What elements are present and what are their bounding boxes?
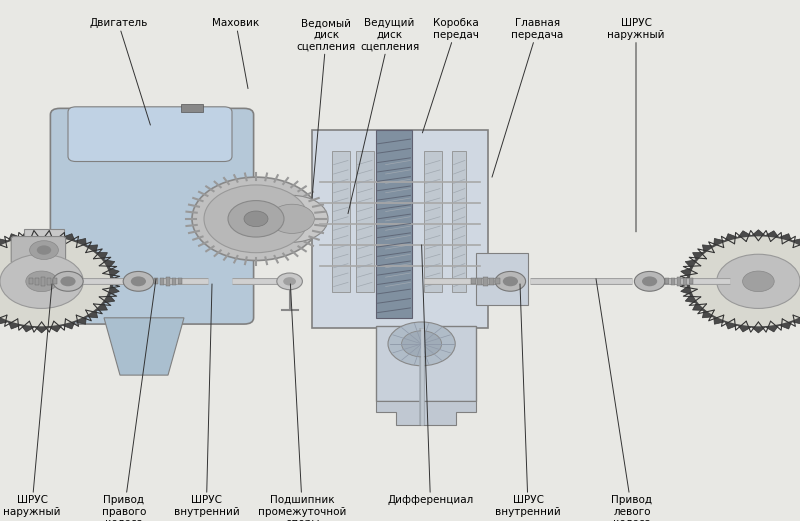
- Polygon shape: [104, 318, 184, 375]
- FancyBboxPatch shape: [68, 107, 232, 162]
- Circle shape: [26, 271, 58, 292]
- FancyBboxPatch shape: [50, 108, 254, 324]
- Bar: [24, 229, 64, 271]
- Text: Ведущий
диск
сцепления: Ведущий диск сцепления: [348, 18, 419, 214]
- Text: Главная
передача: Главная передача: [492, 18, 564, 177]
- Circle shape: [642, 276, 658, 287]
- Text: ШРУС
наружный: ШРУС наружный: [3, 284, 61, 516]
- Circle shape: [192, 177, 320, 260]
- Bar: [489, 278, 494, 285]
- Bar: [671, 278, 675, 285]
- Circle shape: [690, 237, 800, 326]
- Bar: [53, 278, 57, 284]
- Circle shape: [717, 254, 800, 308]
- Circle shape: [0, 237, 110, 326]
- Text: Коробка
передач: Коробка передач: [422, 18, 479, 133]
- Bar: [332, 151, 350, 292]
- Circle shape: [37, 245, 51, 255]
- Text: ШРУС
внутренний: ШРУС внутренний: [174, 284, 239, 516]
- Bar: [181, 104, 203, 112]
- Polygon shape: [679, 230, 800, 333]
- Polygon shape: [0, 230, 121, 333]
- Circle shape: [256, 195, 328, 242]
- Bar: [665, 278, 669, 284]
- Text: Ведомый
диск
сцепления: Ведомый диск сцепления: [297, 18, 356, 198]
- Circle shape: [283, 277, 296, 286]
- Bar: [677, 277, 681, 286]
- Bar: [376, 130, 412, 318]
- Text: Двигатель: Двигатель: [90, 18, 150, 125]
- Text: Привод
левого
колеса: Привод левого колеса: [596, 279, 653, 521]
- FancyBboxPatch shape: [11, 237, 66, 264]
- Text: Привод
правого
колеса: Привод правого колеса: [102, 279, 156, 521]
- Circle shape: [244, 211, 268, 227]
- Circle shape: [402, 331, 442, 357]
- Circle shape: [742, 271, 774, 292]
- Bar: [171, 278, 176, 285]
- Circle shape: [388, 322, 455, 366]
- Circle shape: [130, 276, 146, 287]
- Bar: [35, 278, 39, 285]
- Text: Дифференциал: Дифференциал: [387, 245, 474, 505]
- Bar: [178, 278, 182, 284]
- Circle shape: [228, 201, 284, 237]
- Bar: [356, 151, 374, 292]
- Bar: [29, 278, 33, 284]
- Bar: [471, 278, 475, 284]
- FancyBboxPatch shape: [476, 253, 528, 305]
- Bar: [477, 278, 482, 285]
- Bar: [452, 151, 466, 292]
- Bar: [689, 278, 693, 284]
- Circle shape: [53, 271, 83, 291]
- Polygon shape: [376, 401, 476, 425]
- Bar: [160, 278, 164, 285]
- Bar: [312, 130, 488, 328]
- Circle shape: [30, 241, 58, 259]
- Bar: [41, 277, 45, 286]
- Bar: [384, 151, 412, 292]
- Circle shape: [204, 185, 308, 253]
- Circle shape: [277, 273, 302, 290]
- Bar: [495, 278, 499, 284]
- Circle shape: [0, 254, 83, 308]
- Circle shape: [634, 271, 665, 291]
- Text: Подшипник
промежуточной
опоры: Подшипник промежуточной опоры: [258, 284, 346, 521]
- Circle shape: [502, 276, 518, 287]
- Bar: [424, 151, 442, 292]
- Bar: [683, 278, 687, 285]
- Bar: [154, 278, 158, 284]
- Bar: [46, 278, 51, 285]
- Circle shape: [495, 271, 526, 291]
- Text: Маховик: Маховик: [212, 18, 260, 89]
- Bar: [166, 277, 170, 286]
- Bar: [376, 326, 476, 401]
- Circle shape: [61, 276, 75, 287]
- Bar: [483, 277, 487, 286]
- Circle shape: [270, 204, 314, 233]
- Circle shape: [123, 271, 154, 291]
- Text: ШРУС
внутренний: ШРУС внутренний: [495, 284, 561, 516]
- Text: ШРУС
наружный: ШРУС наружный: [607, 18, 665, 232]
